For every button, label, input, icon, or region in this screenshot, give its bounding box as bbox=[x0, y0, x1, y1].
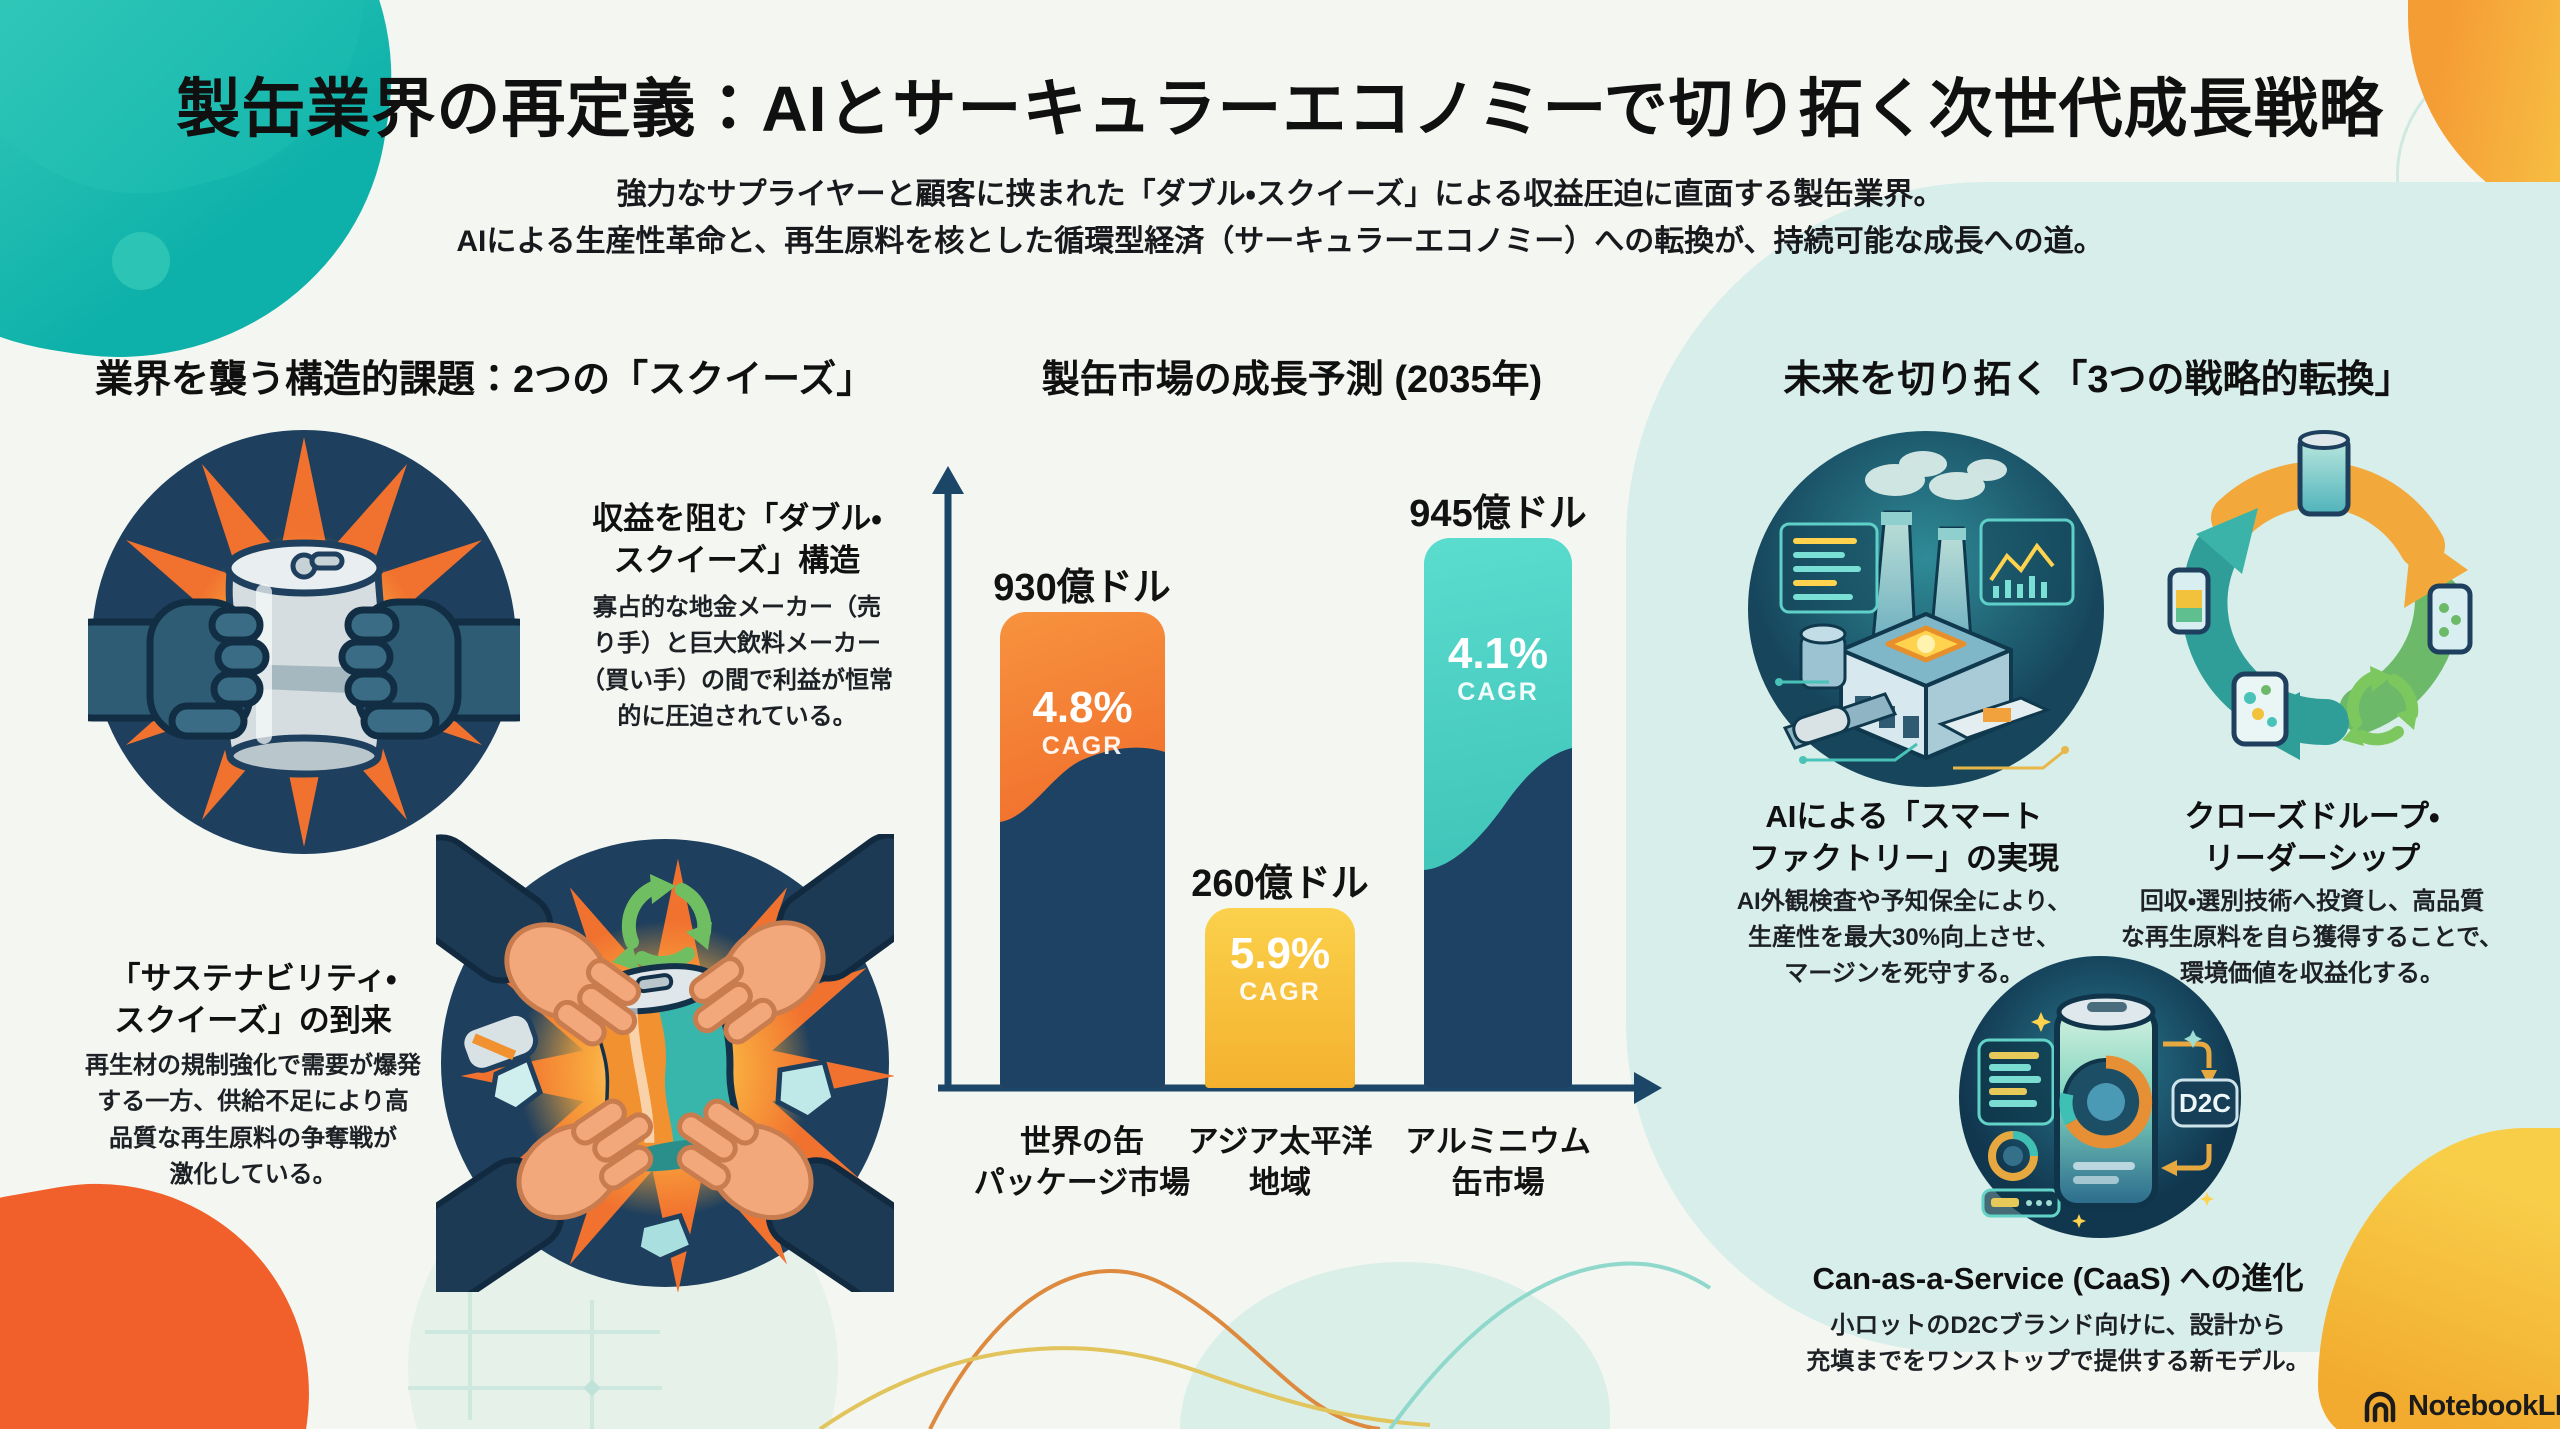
smart-can bbox=[2054, 993, 2158, 1209]
x-label-aluminum: アルミニウム 缶市場 bbox=[1405, 1124, 1591, 1200]
left-fist bbox=[88, 598, 270, 740]
double-squeeze-body: 寡占的な地金メーカー（売 り手）と巨大飲料メーカー （買い手）の間で利益が恒常 … bbox=[581, 594, 893, 731]
side-panel bbox=[1977, 1038, 2061, 1218]
double-squeeze-illustration bbox=[88, 430, 520, 854]
dashboard-left bbox=[1779, 522, 1879, 614]
bar1-value-label: 930億ドル bbox=[993, 567, 1171, 609]
loop-jar-scraps bbox=[2231, 671, 2289, 747]
orange-bottom-blob-bump bbox=[90, 1320, 280, 1429]
loop-can-top bbox=[2297, 430, 2351, 517]
card2-title: クローズドループ・ リーダーシップ bbox=[2184, 799, 2440, 876]
loop-arrow-top-left bbox=[2196, 508, 2258, 574]
right-fist bbox=[338, 598, 520, 740]
card1-body: AI外観検査や予知保全により、 生産性を最大30%向上させ、 マージンを死守する… bbox=[1736, 888, 2072, 987]
page-subtitle: 強力なサプライヤーと顧客に挟まれた「ダブル・スクイーズ」による収益圧迫に直面する… bbox=[0, 172, 2560, 265]
side-tank bbox=[1799, 623, 1847, 690]
d2c-badge: D2C bbox=[2171, 1078, 2239, 1128]
sustainability-squeeze-title: 「サステナビリティ・ スクイーズ」の到来 bbox=[109, 961, 397, 1038]
card2-body: 回収・選別技術へ投資し、高品質 な再生原料を自ら獲得することで、 環境価値を収益… bbox=[2120, 888, 2504, 987]
notebooklm-icon bbox=[2364, 1391, 2396, 1422]
x-label-global-can: 世界の缶 パッケージ市場 bbox=[973, 1124, 1191, 1200]
d2c-flow bbox=[2163, 1041, 2212, 1171]
bar2-value-label: 260億ドル bbox=[1191, 863, 1369, 905]
metal-scraps bbox=[459, 1010, 837, 1263]
bar3-value-label: 945億ドル bbox=[1409, 493, 1587, 535]
caas-illustration: D2C bbox=[1959, 956, 2241, 1238]
smart-factory-illustration bbox=[1748, 431, 2104, 787]
bar3-cagr-value: 4.1% bbox=[1447, 629, 1549, 678]
bar-global-can-packaging: 4.8% CAGR bbox=[1000, 612, 1165, 1088]
teal-dot bbox=[112, 232, 170, 290]
card3-body: 小ロットのD2Cブランド向けに、設計から 充填までをワンストップで提供する新モデ… bbox=[1806, 1312, 2310, 1375]
bar1-cagr-label: CAGR bbox=[1041, 732, 1124, 761]
left-section-heading: 業界を襲う構造的課題：2つの「スクイーズ」 bbox=[95, 359, 875, 401]
loop-can-left bbox=[2167, 567, 2211, 635]
svg-text:D2C: D2C bbox=[2179, 1088, 2231, 1118]
sustainability-squeeze-body: 再生材の規制強化で需要が爆発 する一方、供給不足により高 品質な再生原料の争奪戦… bbox=[85, 1052, 421, 1189]
bar2-cagr-value: 5.9% bbox=[1229, 929, 1331, 978]
bar-chart: 930億ドル 260億ドル 945億ドル 4.8% CAGR 5.9% CAGR… bbox=[930, 460, 1700, 1250]
x-label-asia-pacific: アジア太平洋 地域 bbox=[1187, 1124, 1373, 1200]
double-squeeze-title: 収益を阻む「ダブル・ スクイーズ」構造 bbox=[592, 501, 882, 578]
closed-loop-illustration bbox=[2167, 430, 2473, 760]
bar2-cagr-label: CAGR bbox=[1239, 978, 1321, 1007]
brand-footer: NotebookLM bbox=[2362, 1390, 2560, 1423]
sustainability-squeeze-illustration bbox=[436, 834, 894, 1292]
bar-aluminum-can: 4.1% CAGR bbox=[1424, 538, 1572, 1088]
subtitle-line-2: AIによる生産性革命と、再生原料を核とした循環型経済（サーキュラーエコノミー）へ… bbox=[456, 224, 2104, 258]
circuit-lines bbox=[1775, 678, 2069, 770]
card3-title: Can-as-a-Service (CaaS) への進化 bbox=[1812, 1261, 2304, 1296]
loop-can-right bbox=[2427, 583, 2473, 655]
sparkles bbox=[2031, 1012, 2214, 1228]
loop-arrow-right bbox=[2404, 530, 2468, 608]
bar1-cagr-value: 4.8% bbox=[1032, 683, 1133, 732]
bar3-cagr-label: CAGR bbox=[1457, 678, 1539, 707]
chart-heading: 製缶市場の成長予測 (2035年) bbox=[1041, 359, 1543, 401]
brand-name: NotebookLM bbox=[2408, 1390, 2560, 1422]
dashboard-right bbox=[1979, 518, 2075, 606]
card1-title: AIによる「スマート ファクトリー」の実現 bbox=[1749, 799, 2059, 876]
right-section-heading: 未来を切り拓く「3つの戦略的転換」 bbox=[1783, 359, 2413, 401]
chart-axes bbox=[932, 466, 1662, 1104]
smoke bbox=[1865, 451, 2007, 500]
subtitle-line-1: 強力なサプライヤーと顧客に挟まれた「ダブル・スクイーズ」による収益圧迫に直面する… bbox=[616, 178, 1944, 211]
page-title: 製缶業界の再定義：AIとサーキュラーエコノミーで切り拓く次世代成長戦略 bbox=[176, 73, 2384, 145]
bar-asia-pacific: 5.9% CAGR bbox=[1205, 908, 1355, 1088]
